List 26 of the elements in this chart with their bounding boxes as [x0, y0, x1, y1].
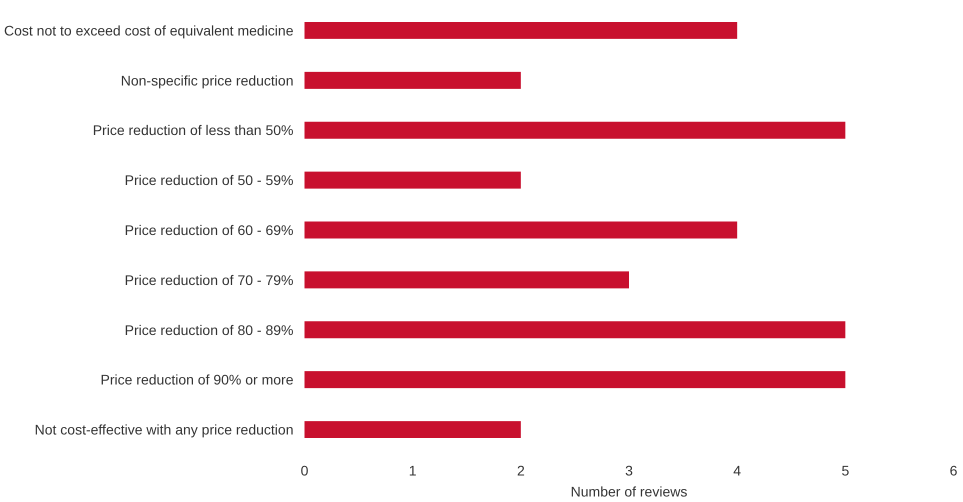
bar	[304, 371, 846, 388]
bar	[304, 122, 846, 139]
x-tick-label: 2	[516, 462, 525, 478]
bar	[304, 271, 629, 288]
x-tick-label: 0	[300, 462, 309, 478]
y-tick-label: Price reduction of less than 50%	[92, 122, 294, 138]
y-tick-label: Price reduction of 70 - 79%	[124, 272, 294, 288]
x-tick-label: 3	[625, 462, 634, 478]
y-tick-label: Price reduction of 50 - 59%	[124, 172, 294, 188]
y-tick-label: Price reduction of 90% or more	[100, 372, 294, 388]
x-tick-label: 5	[841, 462, 850, 478]
y-tick-label: Price reduction of 60 - 69%	[124, 222, 294, 238]
bar	[304, 72, 521, 89]
x-tick-label: 1	[408, 462, 417, 478]
bar	[304, 421, 521, 438]
bar	[304, 172, 521, 189]
y-tick-label: Non-specific price reduction	[120, 72, 294, 88]
y-tick-label: Price reduction of 80 - 89%	[124, 322, 294, 338]
x-axis-title: Number of reviews	[570, 484, 688, 500]
bar	[304, 321, 846, 338]
x-tick-label: 4	[733, 462, 742, 478]
bar	[304, 222, 738, 238]
bar	[304, 22, 738, 39]
y-tick-label: Cost not to exceed cost of equivalent medicine	[4, 22, 294, 38]
x-tick-label: 6	[950, 462, 958, 478]
y-tick-label: Not cost-effective with any price reduction	[34, 422, 294, 438]
